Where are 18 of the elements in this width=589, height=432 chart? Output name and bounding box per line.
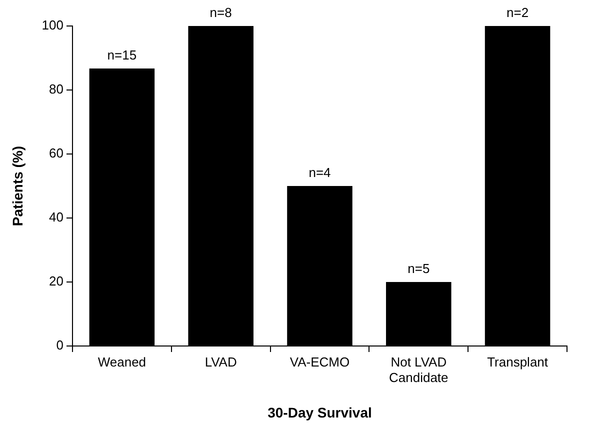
y-tick-label: 0 [56,338,64,353]
annotation: n=5 [408,261,430,276]
x-tick-label: VA-ECMO [290,354,350,370]
x-tick-label: Not LVAD Candidate [389,354,448,385]
annotation: n=4 [308,165,331,180]
annotation: n=8 [210,5,232,20]
x-tick-label: Weaned [98,354,146,370]
y-tick-label: 100 [42,18,64,33]
x-tick-label: Transplant [487,354,548,370]
annotation: n=2 [506,5,529,20]
y-tick-label: 60 [49,146,64,161]
x-axis-title: 30-Day Survival [268,404,372,420]
x-tick-label: LVAD [204,354,237,370]
y-tick-label: 80 [49,82,64,97]
y-tick-label: 20 [49,274,64,289]
y-tick-label: 40 [49,210,64,225]
y-axis-title: Patients (%) [9,146,26,226]
annotation: n=15 [107,48,137,63]
